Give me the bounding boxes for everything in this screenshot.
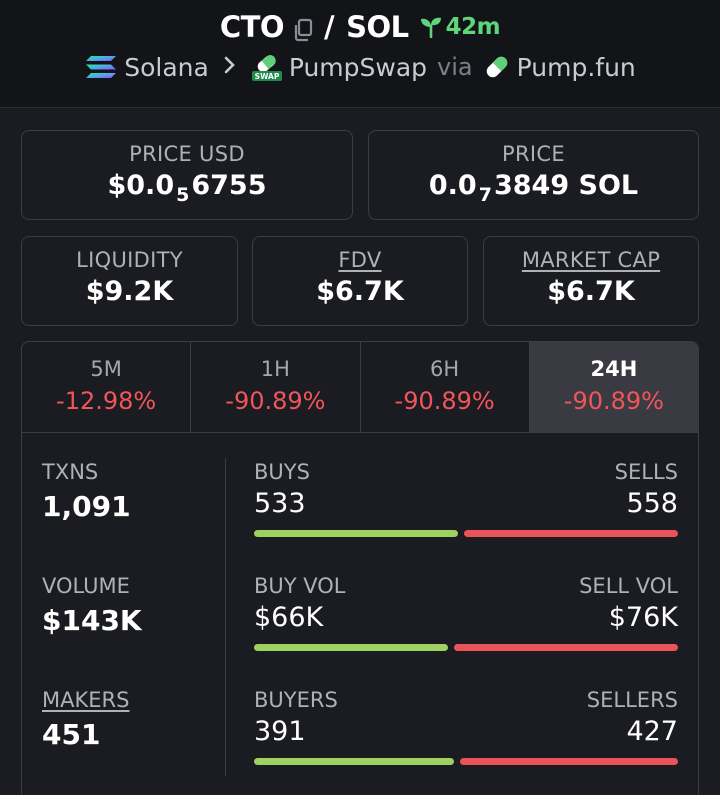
volume-bar	[254, 644, 678, 651]
tab-1h[interactable]: 1H -90.89%	[191, 342, 361, 432]
txns-metric: TXNS 1,091	[42, 460, 232, 523]
makers-label[interactable]: MAKERS	[42, 688, 130, 712]
tab-5m[interactable]: 5M -12.98%	[22, 342, 192, 432]
price-native-zero-count: 7	[478, 184, 492, 206]
chevron-right-icon	[223, 53, 237, 81]
base-token: CTO	[219, 10, 285, 44]
makers-metric: MAKERS 451	[42, 688, 232, 751]
price-usd-suffix: 6755	[191, 170, 267, 201]
sellers-value: 427	[626, 716, 678, 747]
buyers-value: 391	[254, 716, 306, 747]
price-usd-zero-count: 5	[176, 184, 190, 206]
dex-link[interactable]: PumpSwap	[288, 52, 428, 82]
tab-24h[interactable]: 24H -90.89%	[529, 342, 698, 432]
pair-title: CTO / SOL 42m	[0, 10, 720, 44]
price-native-suffix: 3849 SOL	[493, 170, 639, 201]
tab-label: 24H	[590, 357, 638, 381]
liquidity-value: $9.2K	[85, 276, 174, 307]
pair-age: 42m	[419, 14, 501, 40]
seedling-icon	[420, 17, 441, 38]
breadcrumb: Solana SWAP PumpSwap via	[0, 52, 720, 82]
market-cap-value: $6.7K	[547, 276, 635, 307]
buys-bar-fill	[254, 530, 459, 537]
tab-6h[interactable]: 6H -90.89%	[361, 342, 530, 432]
tab-change: -90.89%	[394, 387, 495, 415]
chain-link[interactable]: Solana	[124, 52, 209, 82]
sell-vol-bar-fill	[454, 644, 678, 651]
market-cap-card: MARKET CAP $6.7K	[483, 236, 699, 326]
buyers-bar-fill	[254, 758, 454, 765]
buys-sells-bar	[254, 530, 678, 537]
quote-token: SOL	[346, 10, 409, 44]
tab-change: -90.89%	[225, 387, 326, 415]
price-native-card: PRICE 0.0 73849 SOL	[368, 130, 699, 220]
buys-sells-ratio: BUYS SELLS 533 558	[254, 460, 678, 537]
buy-vol-value: $66K	[254, 602, 324, 633]
price-usd-label: PRICE USD	[129, 142, 245, 166]
volume-value: $143K	[42, 604, 142, 637]
sellers-label: SELLERS	[586, 688, 678, 712]
makers-value: 451	[42, 718, 101, 751]
price-native-prefix: 0.0	[428, 170, 477, 201]
price-usd-prefix: $0.0	[107, 170, 175, 201]
tab-change: -12.98%	[56, 387, 157, 415]
sells-bar-fill	[464, 530, 678, 537]
dex-badge: SWAP	[255, 72, 280, 81]
sell-vol-label: SELL VOL	[579, 574, 678, 598]
market-cap-label[interactable]: MARKET CAP	[521, 248, 661, 272]
txn-stats-panel: 5M -12.98% 1H -90.89% 6H -90.89% 24H -90…	[21, 341, 699, 795]
buyers-sellers-ratio: BUYERS SELLERS 391 427	[254, 688, 678, 765]
price-native-label: PRICE	[502, 142, 565, 166]
fdv-card: FDV $6.7K	[252, 236, 468, 326]
tab-change: -90.89%	[563, 387, 664, 415]
sell-vol-value: $76K	[608, 602, 678, 633]
volume-metric: VOLUME $143K	[42, 574, 232, 637]
via-label: via	[437, 53, 473, 81]
price-native-value: 0.0 73849 SOL	[369, 170, 698, 206]
txns-label: TXNS	[42, 460, 99, 484]
tab-label: 1H	[260, 357, 290, 381]
sells-label: SELLS	[614, 460, 678, 484]
column-divider	[225, 458, 226, 776]
buyers-label: BUYERS	[254, 688, 338, 712]
price-usd-card: PRICE USD $0.0 56755	[21, 130, 353, 220]
liquidity-label: LIQUIDITY	[76, 248, 183, 272]
sellers-bar-fill	[459, 758, 678, 765]
age-value: 42m	[445, 14, 501, 40]
pumpswap-icon: SWAP	[251, 52, 283, 82]
volume-ratio: BUY VOL SELL VOL $66K $76K	[254, 574, 678, 651]
solana-icon	[84, 54, 118, 80]
pair-header: CTO / SOL 42m	[0, 0, 720, 108]
buyers-sellers-bar	[254, 758, 678, 765]
tab-label: 5M	[90, 357, 122, 381]
txns-value: 1,091	[42, 490, 131, 523]
liquidity-card: LIQUIDITY $9.2K	[21, 236, 238, 326]
buys-label: BUYS	[254, 460, 310, 484]
fdv-label[interactable]: FDV	[338, 248, 382, 272]
pill-icon	[483, 53, 511, 81]
price-usd-value: $0.0 56755	[22, 170, 352, 206]
timeframe-tabs: 5M -12.98% 1H -90.89% 6H -90.89% 24H -90…	[22, 342, 698, 433]
sells-value: 558	[626, 488, 678, 519]
tab-label: 6H	[430, 357, 460, 381]
launchpad-link[interactable]: Pump.fun	[516, 52, 636, 82]
copy-icon[interactable]	[292, 15, 314, 42]
buys-value: 533	[254, 488, 306, 519]
pair-separator: /	[324, 10, 335, 44]
buy-vol-bar-fill	[254, 644, 449, 651]
volume-label: VOLUME	[42, 574, 130, 598]
fdv-value: $6.7K	[316, 276, 404, 307]
buy-vol-label: BUY VOL	[254, 574, 346, 598]
